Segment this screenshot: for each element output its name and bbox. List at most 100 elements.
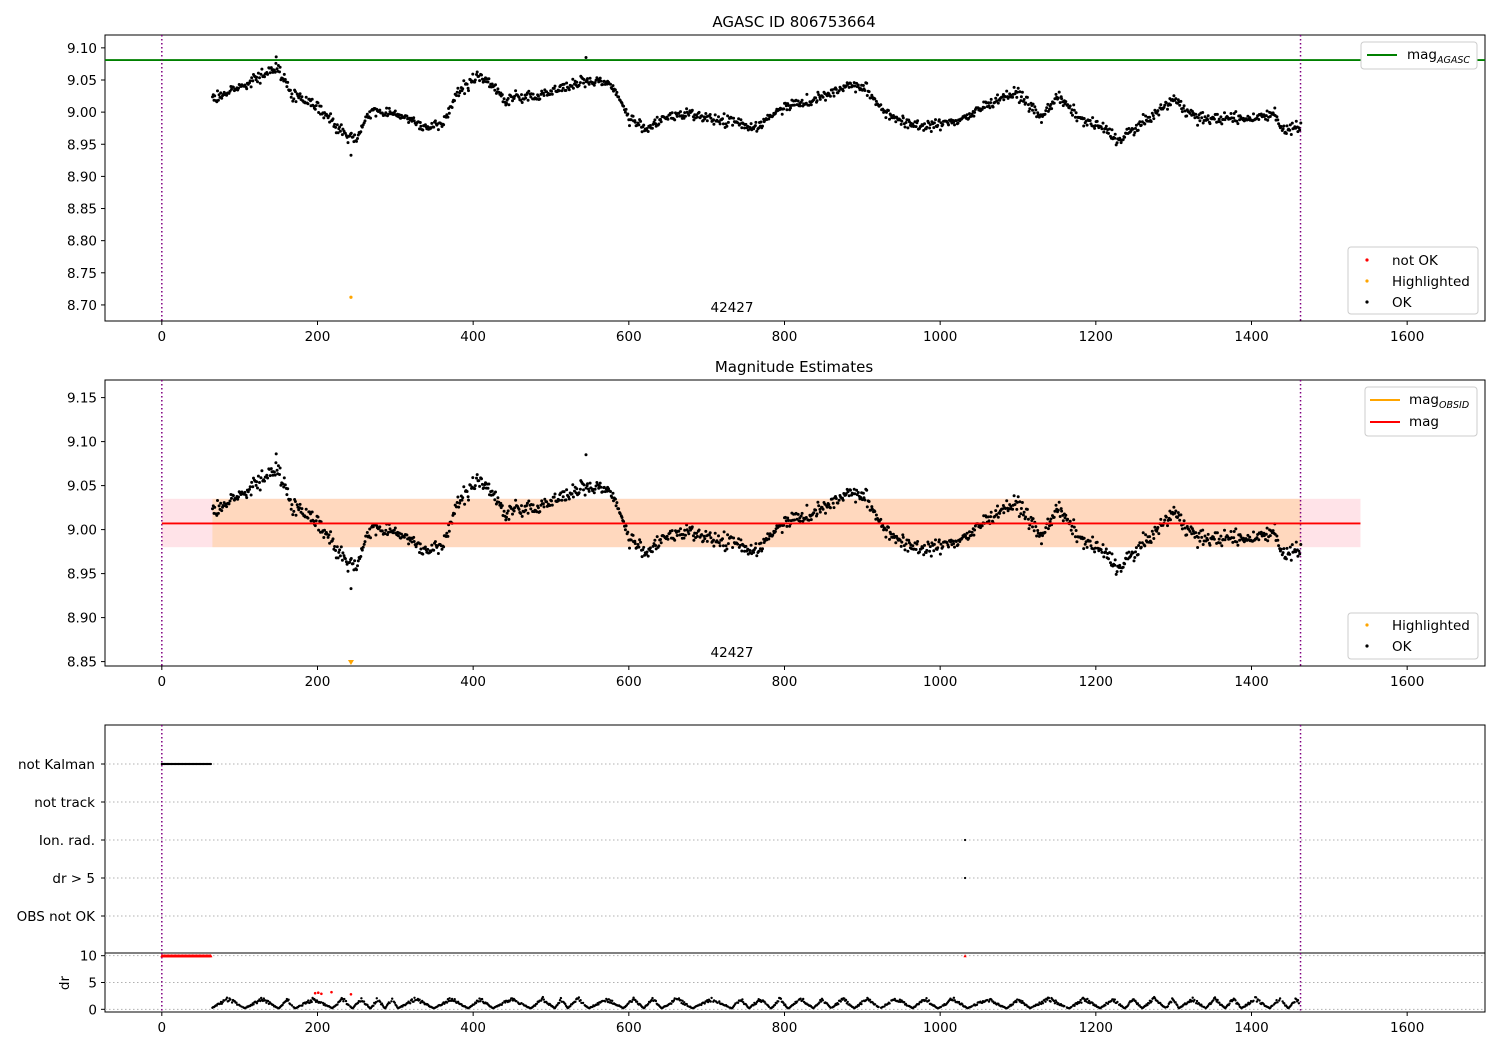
ok-point (744, 544, 748, 548)
obsid-label: 42427 (711, 645, 754, 661)
ok-point (545, 500, 549, 504)
ok-point (1276, 538, 1280, 542)
ok-point (874, 513, 878, 517)
ok-point (885, 528, 888, 532)
ok-point (1133, 556, 1137, 559)
ok-point (821, 95, 825, 99)
dr-point (289, 1003, 292, 1006)
ok-point (609, 82, 612, 86)
ok-point (490, 82, 494, 86)
ok-point (531, 92, 535, 96)
ok-point (346, 141, 350, 145)
y-tick-label: 8.95 (67, 137, 97, 153)
dr-point (703, 1002, 706, 1005)
ok-point (708, 113, 712, 116)
ok-point (369, 116, 372, 120)
ok-point (582, 78, 586, 81)
ok-point (929, 130, 933, 133)
flag-point (209, 762, 212, 766)
ok-point (629, 538, 633, 542)
ok-point (1284, 557, 1288, 561)
ok-point (1113, 563, 1117, 567)
ok-point (903, 548, 907, 552)
ok-point (828, 506, 832, 510)
ok-point (571, 495, 575, 499)
dr-point (1212, 999, 1215, 1002)
ok-point (529, 507, 533, 511)
ok-point (542, 94, 546, 97)
ok-point (865, 505, 869, 509)
ok-point (1071, 113, 1074, 117)
ok-point (260, 469, 264, 473)
ok-point (904, 542, 908, 546)
ok-point (285, 493, 289, 497)
ok-point (396, 534, 400, 538)
ok-point (1220, 544, 1224, 548)
ok-point (1132, 133, 1136, 137)
ok-point (1114, 572, 1118, 576)
ok-point (256, 474, 260, 478)
ok-point (1159, 103, 1163, 107)
ok-point (1134, 550, 1137, 554)
ok-point (216, 89, 219, 93)
dr-point (779, 997, 783, 1000)
ok-point (657, 122, 661, 126)
plot-area: 0 200 400 600 800 1000 1200 1400 1600 8.85 8.90 8.9… (67, 379, 1486, 690)
ok-point (1153, 525, 1157, 529)
ok-point (560, 89, 564, 93)
ok-point (314, 104, 318, 108)
dr-point (1276, 1001, 1279, 1004)
ok-point (884, 535, 888, 539)
ok-point (577, 491, 581, 495)
ok-point (225, 93, 229, 97)
dr-point (221, 1001, 224, 1004)
ok-point (879, 517, 883, 521)
ok-point (412, 116, 416, 120)
ok-point (757, 549, 761, 553)
ok-point (290, 92, 294, 96)
ok-point (1022, 510, 1026, 514)
ok-point (436, 128, 440, 132)
ok-point (1281, 127, 1285, 131)
ok-point (356, 564, 359, 568)
ok-point (1101, 543, 1105, 547)
y-axis: 8.85 8.90 8.95 9.00 9.05 9.10 9.15 (67, 391, 105, 671)
ok-point (648, 124, 652, 127)
ok-point (219, 501, 223, 505)
y-tick-label: 9.00 (67, 105, 97, 121)
ok-point (749, 122, 753, 126)
ok-point (712, 538, 715, 542)
ok-point (787, 519, 791, 522)
ok-point (457, 94, 461, 98)
ok-point (520, 101, 524, 104)
x-tick-label: 1200 (1079, 329, 1113, 345)
dr-point (1136, 1002, 1140, 1005)
ok-point (983, 106, 986, 110)
dr-point (360, 997, 363, 1000)
dr-point (670, 1002, 673, 1005)
ok-point (901, 116, 905, 120)
dr-point (846, 1000, 849, 1004)
ok-point (937, 538, 941, 542)
ok-point (1201, 121, 1205, 125)
ok-point (1299, 543, 1303, 546)
dr-point (777, 1000, 780, 1003)
x-tick-label: 800 (772, 1020, 798, 1036)
ok-point (538, 510, 542, 514)
ok-point (724, 544, 728, 548)
dr-point (1195, 999, 1199, 1003)
ok-point (1121, 138, 1125, 142)
ok-point (726, 533, 730, 537)
ok-point (907, 538, 911, 542)
ok-point (500, 504, 504, 508)
ok-point (248, 487, 251, 491)
ok-point (561, 86, 565, 90)
ok-point (260, 67, 264, 71)
dr-point (1079, 998, 1082, 1002)
highlighted-point (349, 295, 353, 299)
ok-point (906, 549, 910, 553)
ok-point (271, 70, 275, 74)
ok-point (391, 531, 395, 535)
ok-point (705, 539, 709, 543)
ok-point (865, 488, 869, 492)
